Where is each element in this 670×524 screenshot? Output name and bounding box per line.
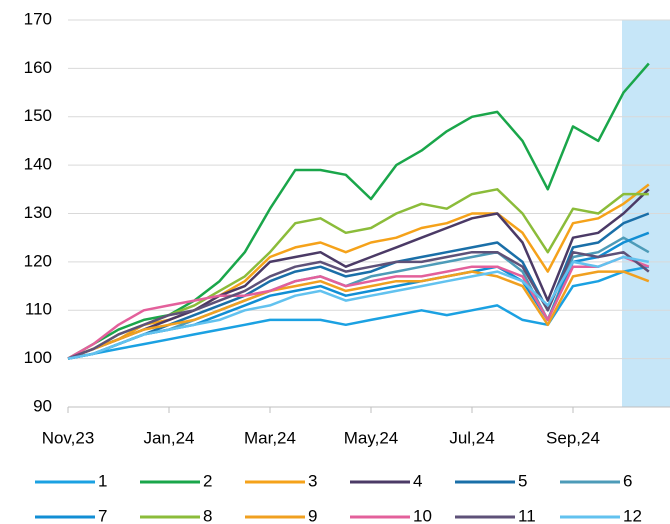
x-tick-label: Nov,23 bbox=[42, 428, 95, 447]
series-line bbox=[67, 255, 650, 360]
legend-label: 5 bbox=[518, 471, 527, 490]
y-tick-label: 150 bbox=[24, 106, 52, 125]
series-line bbox=[67, 255, 650, 360]
y-tick-label: 130 bbox=[24, 203, 52, 222]
y-tick-label: 170 bbox=[24, 9, 52, 28]
x-tick-label: Jul,24 bbox=[449, 428, 494, 447]
legend-label: 12 bbox=[623, 506, 642, 524]
series-line bbox=[67, 188, 650, 360]
legend-label: 9 bbox=[308, 506, 317, 524]
y-tick-label: 110 bbox=[25, 300, 52, 319]
legend-label: 7 bbox=[98, 506, 107, 524]
legend-label: 3 bbox=[308, 471, 317, 490]
x-tick-label: Jan,24 bbox=[143, 428, 194, 447]
y-tick-label: 160 bbox=[24, 58, 52, 77]
legend-label: 1 bbox=[98, 471, 107, 490]
x-tick-label: Sep,24 bbox=[546, 428, 600, 447]
legend-label: 2 bbox=[203, 471, 212, 490]
y-tick-label: 120 bbox=[24, 251, 52, 270]
legend-label: 10 bbox=[413, 506, 432, 524]
legend-label: 11 bbox=[518, 506, 536, 524]
series-line bbox=[67, 270, 650, 360]
y-tick-label: 90 bbox=[33, 396, 52, 415]
series-line bbox=[67, 62, 650, 360]
x-tick-label: Mar,24 bbox=[244, 428, 296, 447]
legend-label: 6 bbox=[623, 471, 632, 490]
x-tick-label: May,24 bbox=[344, 428, 399, 447]
legend-label: 4 bbox=[413, 471, 422, 490]
y-tick-label: 100 bbox=[24, 348, 52, 367]
legend-label: 8 bbox=[203, 506, 212, 524]
y-tick-label: 140 bbox=[24, 155, 52, 174]
